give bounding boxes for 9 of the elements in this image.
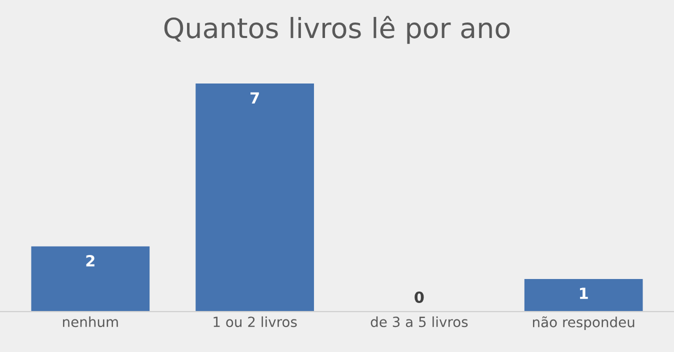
data-label: 2 bbox=[86, 254, 94, 266]
x-tick-label: nenhum bbox=[63, 316, 118, 328]
data-label: 0 bbox=[414, 291, 424, 304]
chart-title: Quantos livros lê por ano bbox=[164, 16, 510, 44]
data-label: 1 bbox=[580, 288, 588, 299]
x-tick-label: 1 ou 2 livros bbox=[214, 316, 297, 328]
x-tick-label: não respondeu bbox=[533, 316, 634, 330]
data-label: 7 bbox=[250, 92, 259, 104]
x-tick-label: de 3 a 5 livros bbox=[370, 316, 468, 328]
